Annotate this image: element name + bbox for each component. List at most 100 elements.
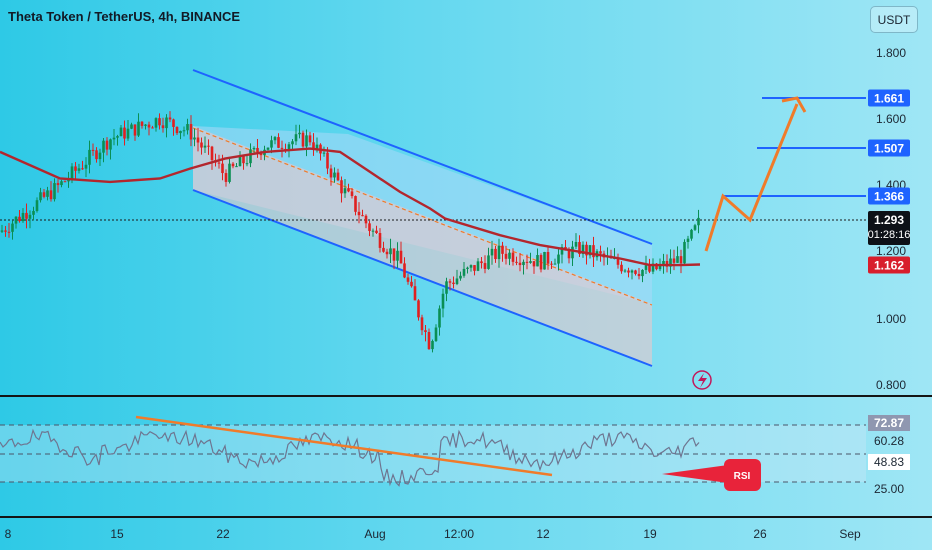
candle-body	[679, 256, 683, 264]
candle-body	[98, 152, 102, 160]
currency-selector[interactable]: USDT	[870, 6, 918, 33]
price-tick: 1.200	[876, 244, 907, 258]
candle-body	[392, 248, 396, 261]
candle-body	[396, 250, 399, 261]
candle-body	[592, 245, 595, 258]
candle-body	[305, 135, 308, 147]
candle-body	[182, 130, 186, 132]
candle-countdown: 01:28:16	[867, 229, 911, 241]
candle-body	[151, 127, 154, 129]
candle-body	[172, 119, 175, 127]
channel-fill-lower	[193, 126, 652, 366]
candle-body	[424, 330, 427, 333]
candle-body	[343, 188, 347, 194]
candle-body	[504, 253, 508, 259]
candle-body	[669, 258, 672, 267]
candle-body	[641, 269, 644, 277]
candle-body	[277, 137, 280, 148]
candle-body	[445, 281, 448, 294]
rsi-trendline	[135, 415, 553, 477]
candle-body	[235, 166, 238, 168]
candle-body	[70, 166, 74, 179]
chart-title: Theta Token / TetherUS, 4h, BINANCE	[8, 9, 241, 24]
candle-body	[280, 147, 284, 149]
candle-body	[256, 147, 259, 153]
target-2-tag: 1.507	[868, 139, 910, 157]
candle-body	[196, 137, 200, 143]
candle-body	[102, 140, 105, 153]
candle-body	[413, 286, 417, 301]
candle-body	[88, 149, 91, 165]
lightning-icon[interactable]	[692, 370, 712, 390]
candle-body	[221, 163, 224, 174]
target-3-tag: 1.661	[868, 89, 910, 107]
candle-body	[672, 258, 676, 263]
candle-body	[74, 166, 77, 171]
candle-body	[53, 183, 56, 200]
rsi-callout-box	[724, 459, 761, 491]
candle-body	[123, 127, 126, 139]
candle-body	[25, 212, 28, 219]
candle-body	[273, 137, 277, 141]
candle-body	[21, 212, 25, 222]
candle-body	[249, 149, 252, 164]
candle-body	[11, 223, 14, 232]
candle-body	[560, 246, 564, 255]
rsi-callout-pointer	[662, 465, 728, 483]
candle-body	[529, 261, 532, 263]
candle-body	[588, 245, 592, 256]
candle-body	[511, 252, 515, 262]
candle-body	[550, 263, 553, 265]
projection-path	[704, 103, 799, 252]
candle-body	[455, 278, 459, 285]
candle-body	[452, 282, 455, 285]
candle-body	[448, 281, 452, 283]
candle-body	[648, 265, 651, 272]
candle-body	[84, 164, 88, 169]
channel-upper-line	[192, 69, 653, 245]
candle-body	[60, 181, 63, 186]
rsi-lower-tag: 48.83	[868, 454, 910, 470]
candle-body	[417, 300, 420, 318]
candle-body	[203, 145, 207, 148]
candle-body	[18, 216, 21, 222]
candle-body	[438, 308, 441, 328]
candle-body	[315, 144, 319, 150]
candle-body	[382, 247, 385, 252]
candle-body	[483, 263, 487, 269]
candle-body	[231, 163, 235, 167]
candle-body	[291, 141, 294, 145]
time-label: 12	[536, 527, 550, 541]
candle-body	[581, 244, 585, 255]
candle-body	[179, 130, 182, 134]
candle-body	[266, 147, 270, 150]
candle-body	[186, 124, 189, 131]
time-label: 15	[110, 527, 124, 541]
candle-body	[686, 238, 690, 242]
candle-body	[147, 124, 151, 128]
candle-body	[189, 124, 193, 140]
candle-body	[473, 265, 476, 271]
candle-body	[126, 128, 130, 139]
candle-body	[116, 136, 119, 138]
candle-body	[557, 254, 560, 264]
candle-body	[536, 255, 539, 267]
candle-body	[158, 118, 161, 126]
candle-body	[427, 332, 431, 350]
candle-body	[242, 156, 245, 164]
candle-body	[518, 262, 522, 266]
candle-body	[4, 230, 7, 232]
candle-body	[137, 121, 140, 136]
candle-body	[441, 293, 445, 309]
candle-body	[140, 121, 144, 126]
price-tick: 1.000	[876, 312, 907, 326]
price-tick: 1.600	[876, 112, 907, 126]
candle-body	[144, 124, 147, 126]
candle-body	[644, 265, 648, 270]
candle-body	[322, 152, 326, 154]
candle-body	[658, 265, 662, 270]
moving-average-line	[0, 147, 701, 267]
candle-body	[620, 264, 623, 272]
candle-body	[574, 242, 578, 247]
candle-body	[301, 132, 305, 147]
